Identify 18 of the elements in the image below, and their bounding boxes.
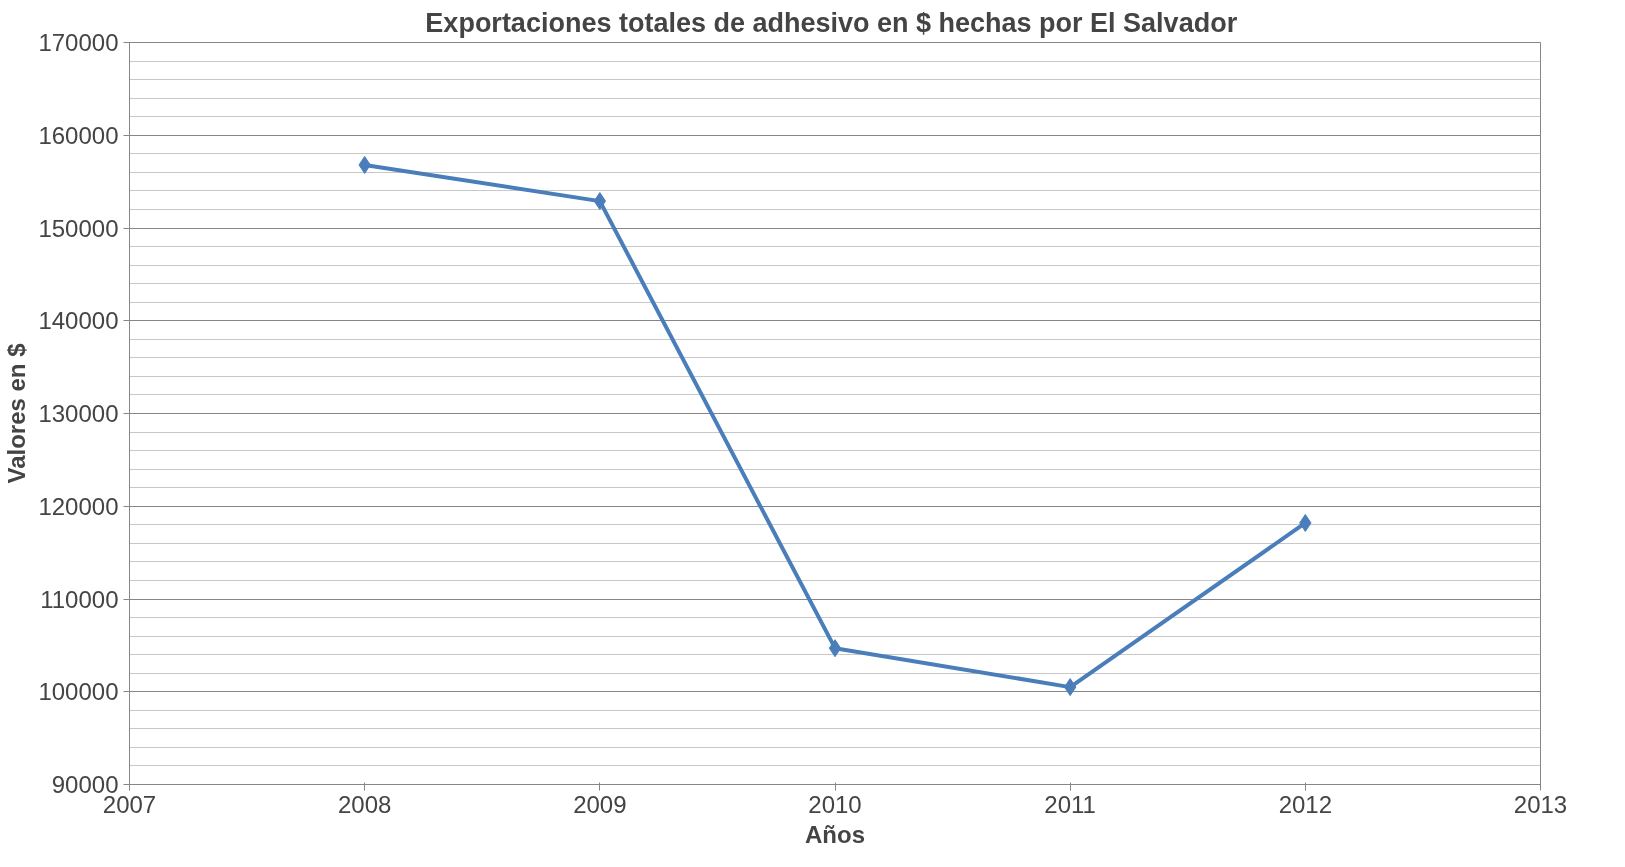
y-axis-title: Valores en $ [3,342,31,484]
y-tick-label: 170000 [38,29,119,56]
y-tick-label: 120000 [38,492,119,520]
chart-title: Exportaciones totales de adhesivo en $ hechas por El Salvador [425,7,1238,38]
y-tick-label: 140000 [38,307,119,335]
x-tick-label: 2012 [1278,790,1333,818]
x-tick-label: 2010 [808,790,862,818]
x-tick-label: 2011 [1044,790,1096,818]
y-tick-label: 130000 [38,400,119,427]
x-tick-label: 2009 [573,790,627,818]
x-tick-label: 2013 [1513,790,1568,818]
y-tick-label: 150000 [38,214,119,242]
x-axis-title: Años [805,820,865,848]
point [828,639,842,658]
x-tick-label: 2008 [337,790,392,818]
y-tick-label: 160000 [38,121,119,149]
y-tick-label: 100000 [38,678,119,706]
y-tick-label: 110000 [40,585,119,613]
